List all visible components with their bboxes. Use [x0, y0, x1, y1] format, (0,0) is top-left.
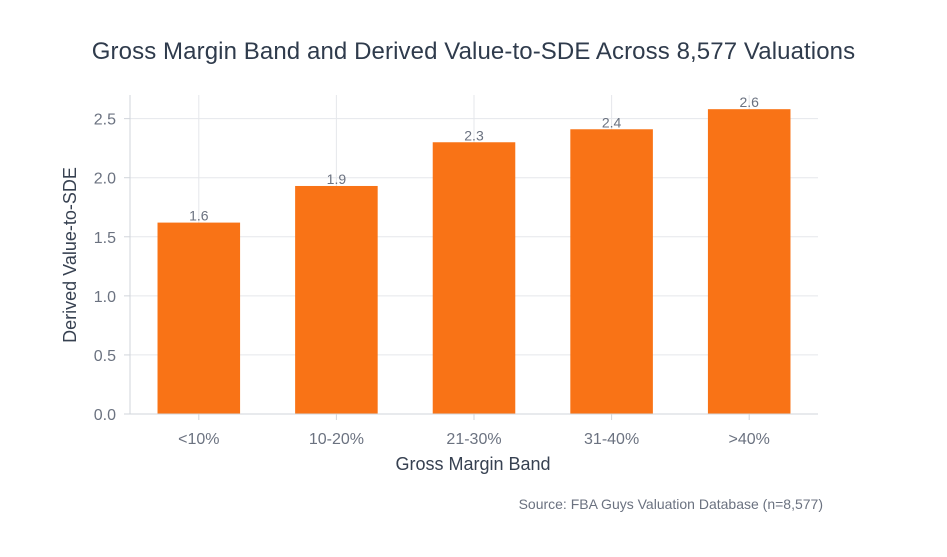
x-tick-label: 10-20% — [309, 431, 364, 448]
bar — [707, 109, 791, 414]
bar-value-label: 1.9 — [327, 171, 347, 187]
x-tick-label: 31-40% — [584, 431, 639, 448]
x-tick-label: >40% — [729, 431, 770, 448]
bar-value-label: 2.6 — [739, 94, 759, 110]
x-axis-label: Gross Margin Band — [395, 454, 550, 474]
y-tick-label: 2.5 — [94, 112, 116, 129]
y-tick-label: 1.0 — [94, 289, 116, 306]
bar-value-label: 2.4 — [602, 114, 622, 130]
y-tick-label: 0.5 — [94, 348, 116, 365]
bar — [432, 142, 516, 414]
data-labels: 1.6 1.9 2.3 2.4 2.6 — [189, 94, 759, 223]
x-tick-label: 21-30% — [446, 431, 501, 448]
bar — [295, 185, 378, 414]
bars — [157, 109, 791, 414]
y-tick-label: 0.0 — [94, 407, 116, 424]
y-axis-label: Derived Value-to-SDE — [60, 167, 80, 343]
chart-title: Gross Margin Band and Derived Value-to-S… — [91, 38, 856, 65]
axes: 0.0 0.5 1.0 1.5 2.0 2.5 <10% 10-20% 21-30% 31-40%… — [94, 95, 818, 448]
y-tick-label: 1.5 — [94, 230, 116, 247]
bar — [157, 222, 241, 414]
bar-value-label: 2.3 — [464, 127, 484, 143]
x-tick-label: <10% — [178, 431, 219, 448]
bar-value-label: 1.6 — [189, 208, 209, 224]
y-tick-label: 2.0 — [94, 171, 116, 188]
bar — [570, 129, 653, 414]
source-note: Source: FBA Guys Valuation Database (n=8… — [518, 496, 823, 512]
